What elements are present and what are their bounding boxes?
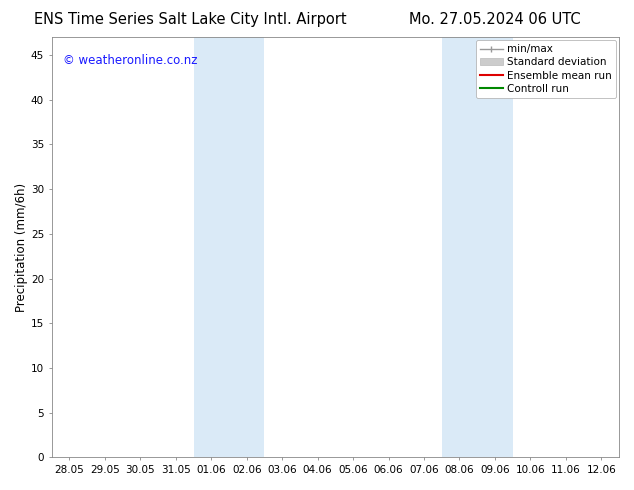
Legend: min/max, Standard deviation, Ensemble mean run, Controll run: min/max, Standard deviation, Ensemble me… [476,40,616,98]
Text: ENS Time Series Salt Lake City Intl. Airport: ENS Time Series Salt Lake City Intl. Air… [34,12,347,27]
Bar [193,37,264,457]
Text: Mo. 27.05.2024 06 UTC: Mo. 27.05.2024 06 UTC [409,12,580,27]
Bar [442,37,513,457]
Text: © weatheronline.co.nz: © weatheronline.co.nz [63,54,198,67]
Y-axis label: Precipitation (mm/6h): Precipitation (mm/6h) [15,183,28,312]
